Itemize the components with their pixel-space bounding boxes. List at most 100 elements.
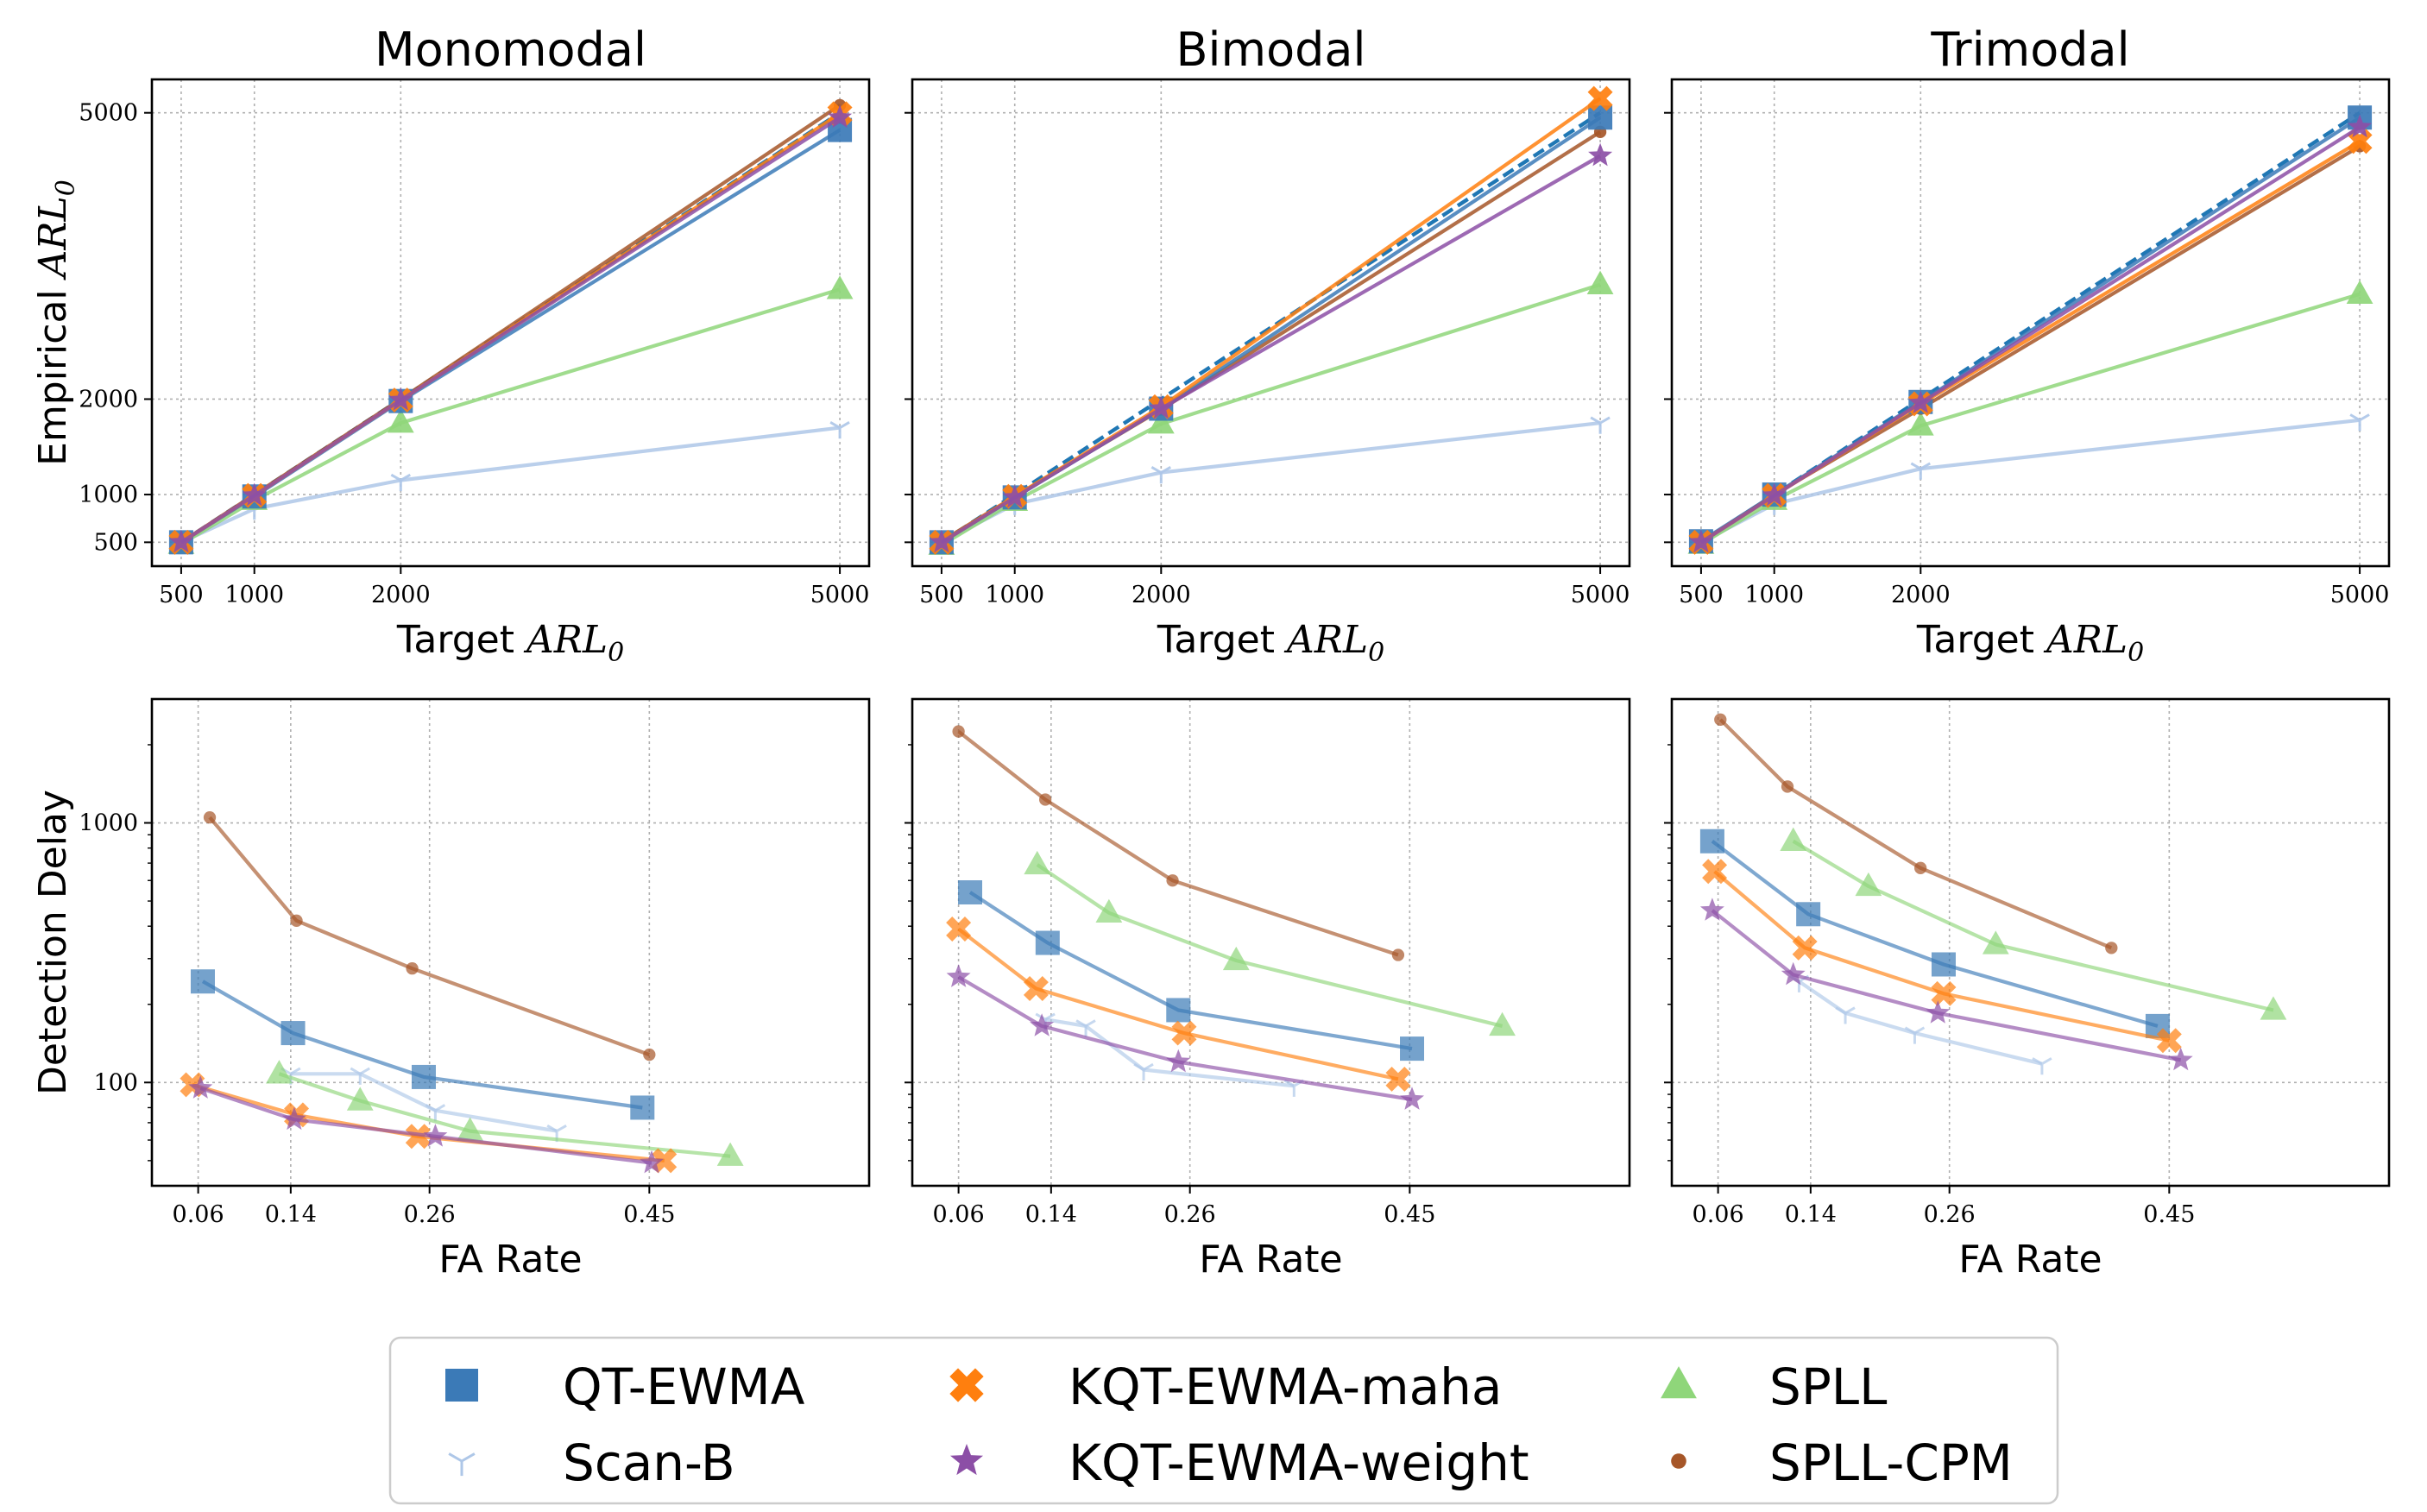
data-point-spll	[716, 1142, 744, 1166]
series-line-spll	[1699, 292, 2361, 546]
data-point-kqtw	[188, 1075, 213, 1099]
data-point-qt	[190, 969, 215, 994]
data-point-kqtw	[2168, 1047, 2193, 1071]
legend-item-spllcpm: SPLL-CPM	[1671, 1433, 2013, 1492]
data-point-spll	[1095, 898, 1123, 923]
data-point-kqtm	[946, 917, 972, 942]
data-point-scanb	[1133, 1062, 1154, 1081]
data-point-qt	[630, 1095, 655, 1120]
series-layer	[1699, 713, 2287, 1075]
series-line-kqtw	[199, 1087, 652, 1165]
x-axis-label: Target ARL0	[396, 618, 624, 668]
series-line-scanb	[1044, 1017, 1295, 1088]
series-line-kqtw	[180, 116, 842, 545]
data-point-kqtw	[929, 529, 954, 553]
panel-2: 500 1000 2000 5000 Bimodal Target ARL0	[905, 22, 1631, 668]
data-point-kqtw	[1030, 1013, 1055, 1036]
data-point-kqtm	[1171, 1020, 1197, 1046]
series-line-spllcpm	[208, 816, 651, 1057]
series-layer	[1687, 105, 2373, 555]
legend-marker-qt	[445, 1369, 478, 1402]
series-line-spll	[1036, 863, 1503, 1028]
x-axis-label: Target ARL0	[1157, 618, 1384, 668]
x-tick-label: 0.14	[265, 1201, 317, 1228]
data-point-kqtw	[242, 482, 267, 507]
series-line-kqtm	[1713, 870, 2170, 1043]
legend-label-scanb: Scan-B	[563, 1433, 735, 1492]
data-point-spll	[1855, 872, 1882, 897]
x-tick-label: 2000	[1132, 582, 1191, 608]
axes-frame	[150, 697, 871, 1188]
data-point-spllcpm	[1038, 793, 1052, 806]
legend-symbol-kqtw	[950, 1444, 983, 1476]
data-point-kqtm	[405, 1124, 431, 1150]
series-line-qt	[201, 980, 643, 1110]
panel-3: 500 1000 2000 5000 Trimodal Target ARL0	[1664, 22, 2391, 668]
data-point-scanb	[2032, 1057, 2052, 1075]
data-point-spllcpm	[1914, 861, 1927, 874]
series-line-spll	[180, 287, 841, 546]
data-point-kqtw	[1149, 395, 1174, 419]
legend-symbol-spllcpm	[1671, 1453, 1686, 1469]
legend-symbol-spll	[1661, 1366, 1697, 1399]
data-point-spll	[1222, 946, 1250, 971]
series-line-spll	[1792, 839, 2274, 1012]
panel-title: Bimodal	[1176, 22, 1365, 77]
legend-marker-spll	[1661, 1366, 1697, 1399]
data-point-spll	[1147, 410, 1175, 434]
y-axis-label: Detection Delay	[31, 790, 75, 1095]
data-point-kqtw	[1166, 1049, 1191, 1073]
data-point-qt	[1166, 998, 1191, 1023]
data-point-spllcpm	[1714, 713, 1727, 726]
series-line-spllcpm	[957, 729, 1399, 957]
panel-6: 0.06 0.14 0.26 0.45 FA Rate	[1664, 697, 2391, 1282]
legend-box	[388, 1336, 2059, 1505]
data-point-spllcpm	[203, 810, 217, 824]
data-point-qt	[1796, 902, 1821, 927]
data-point-kqtm	[1385, 1066, 1411, 1092]
x-tick-label: 0.26	[1164, 1201, 1216, 1228]
axes-frame	[911, 697, 1631, 1188]
panel-1: 500 1000 2000 5000 500 1000 2000 5000 Monomodal T…	[31, 22, 871, 668]
x-tick-label: 0.14	[1025, 1201, 1077, 1228]
data-point-scanb	[829, 421, 850, 439]
axes-frame	[1670, 78, 2391, 568]
data-point-scanb	[1910, 462, 1932, 480]
x-tick-label: 5000	[2330, 582, 2390, 608]
x-axis-label: FA Rate	[1958, 1238, 2102, 1282]
x-tick-label: 2000	[371, 582, 431, 608]
x-tick-label: 500	[1679, 582, 1724, 608]
data-point-kqtw	[1688, 529, 1713, 553]
x-tick-label: 1000	[224, 582, 284, 608]
x-tick-label: 0.45	[1384, 1201, 1435, 1228]
legend-marker-spllcpm	[1671, 1453, 1686, 1469]
data-point-kqtw	[1699, 898, 1724, 921]
legend-label-qt: QT-EWMA	[563, 1358, 805, 1416]
data-point-spllcpm	[952, 725, 965, 738]
legend: QT-EWMA Scan-B KQT-EWMA-maha KQT-EWMA-we…	[388, 1336, 2059, 1505]
x-tick-label: 0.45	[623, 1201, 675, 1228]
data-point-spll	[1024, 850, 1051, 875]
x-tick-label: 0.06	[933, 1201, 985, 1228]
legend-label-spllcpm: SPLL-CPM	[1769, 1433, 2013, 1492]
data-point-scanb	[1904, 1026, 1926, 1044]
data-point-spll	[826, 275, 854, 299]
y-tick-label: 100	[93, 1069, 138, 1096]
legend-symbol-qt	[445, 1369, 478, 1402]
x-tick-label: 1000	[985, 582, 1044, 608]
data-point-kqtm	[1792, 935, 1818, 961]
data-point-kqtw	[640, 1150, 664, 1174]
data-point-scanb	[390, 473, 412, 492]
data-point-spllcpm	[1781, 780, 1794, 793]
y-tick-label: 1000	[79, 482, 138, 508]
data-point-qt	[958, 880, 983, 905]
data-point-spllcpm	[1166, 874, 1179, 887]
data-point-scanb	[350, 1067, 370, 1085]
series-line-kqtw	[1699, 125, 2361, 545]
series-line-scanb	[290, 1072, 558, 1133]
data-point-kqtm	[1702, 859, 1728, 885]
data-point-scanb	[1835, 1006, 1856, 1024]
data-point-qt	[1588, 105, 1613, 130]
legend-marker-kqtm	[949, 1368, 984, 1402]
